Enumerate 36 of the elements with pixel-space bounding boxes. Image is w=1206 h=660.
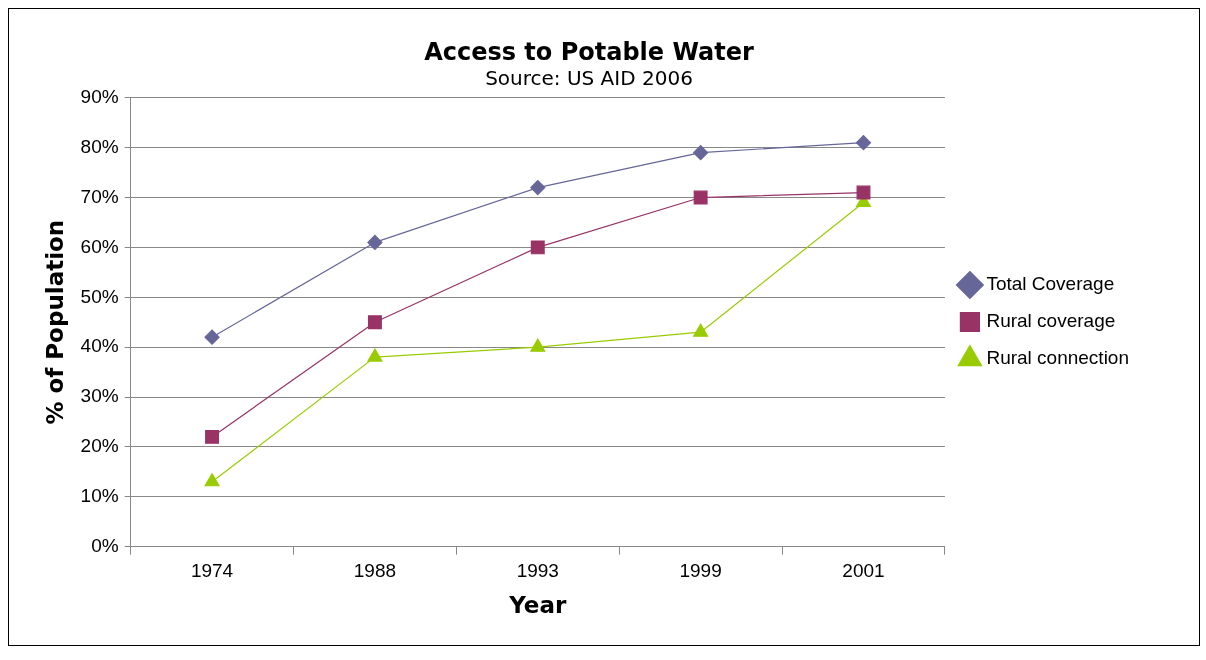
point	[530, 338, 546, 352]
legend-label: Total Coverage	[986, 273, 1115, 295]
y-tick-label: 40%	[80, 335, 119, 357]
point	[204, 329, 220, 345]
y-tick-label: 10%	[80, 484, 119, 506]
point	[855, 135, 872, 151]
point	[530, 179, 546, 196]
legend-label: Rural connection	[986, 347, 1130, 369]
chart-title: Access to Potable Water	[424, 37, 755, 66]
x-axis-title: Year	[508, 592, 567, 619]
point	[856, 185, 871, 200]
point	[367, 348, 383, 362]
x-tick-label: 1993	[516, 560, 559, 582]
y-tick-label: 50%	[80, 285, 119, 307]
x-tick-label: 1988	[353, 560, 397, 582]
y-tick-label: 70%	[80, 185, 119, 207]
point	[204, 473, 220, 487]
x-tick-label: 1974	[190, 560, 234, 582]
point	[367, 315, 382, 330]
point	[693, 323, 709, 337]
chart-subtitle: Source: US AID 2006	[485, 66, 693, 90]
y-tick-label: 0%	[91, 534, 119, 556]
y-tick-label: 80%	[80, 135, 119, 157]
y-tick-label: 30%	[80, 385, 119, 407]
point	[693, 190, 708, 205]
y-axis-title: % of Population	[41, 219, 68, 425]
y-tick-label: 20%	[80, 435, 119, 457]
y-tick-label: 60%	[80, 235, 119, 257]
x-tick-label: 1999	[679, 560, 722, 582]
legend-label: Rural coverage	[986, 310, 1116, 332]
point	[205, 429, 220, 444]
point	[530, 240, 545, 255]
x-tick-label: 2001	[842, 560, 885, 582]
point	[367, 234, 383, 251]
point	[693, 145, 709, 161]
y-tick-label: 90%	[80, 86, 119, 108]
